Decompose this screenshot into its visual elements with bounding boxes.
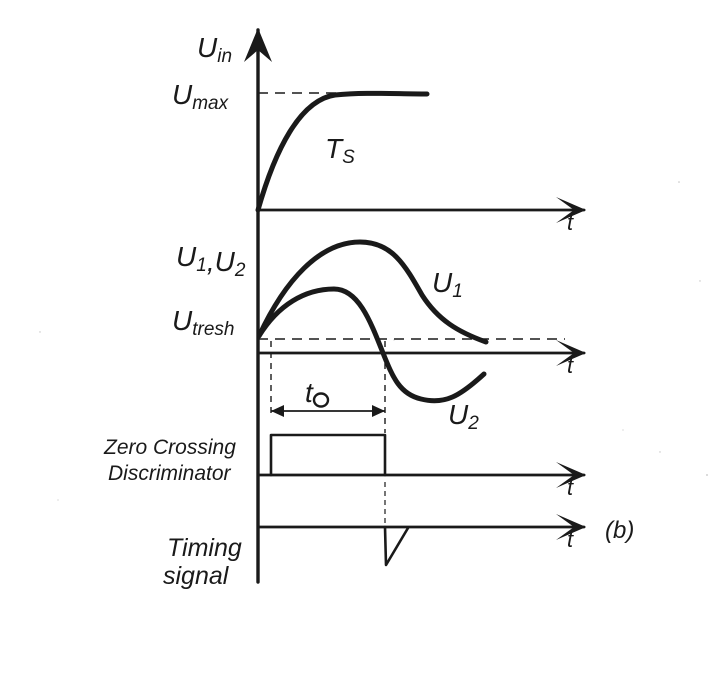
- svg-text:Zero Crossing: Zero Crossing: [103, 436, 236, 459]
- svg-text:t: t: [305, 377, 314, 408]
- svg-text:Discriminator: Discriminator: [108, 462, 232, 485]
- svg-text:Timing: Timing: [167, 534, 242, 562]
- svg-text:t: t: [567, 353, 574, 378]
- svg-text:t: t: [567, 475, 574, 500]
- svg-text:t: t: [567, 210, 574, 235]
- svg-text:(b): (b): [605, 517, 634, 544]
- svg-text:signal: signal: [163, 562, 230, 590]
- svg-text:t: t: [567, 527, 574, 552]
